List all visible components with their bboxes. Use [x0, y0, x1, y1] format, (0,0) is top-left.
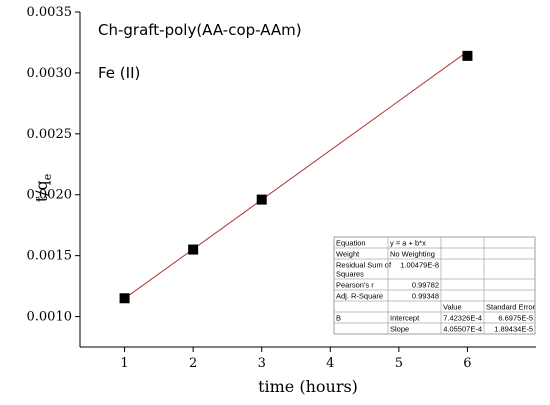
fit-table-text-part-2-0-0: Residual Sum of — [336, 261, 392, 270]
data-point-1 — [188, 244, 199, 255]
y-tick-label-0: 0.0010 — [27, 310, 73, 325]
fit-table-text-1-1: No Weighting — [390, 250, 435, 259]
fit-table-text-part-3-0-0: Pearson's r — [336, 281, 374, 290]
y-axis-title: t/qe — [32, 174, 54, 203]
fit-results-table: Equation y = a + b*x Weight No Weighting Res… — [333, 236, 536, 335]
fit-table-text-part-1-0-0: Weight — [336, 250, 360, 259]
y-tick-label-4: 0.0030 — [27, 66, 73, 81]
data-point-2 — [256, 194, 267, 205]
fit-table-cell-7-3 — [483, 322, 536, 335]
fit-table-text-part-2-1-0: 1.00479E-8 — [400, 261, 439, 270]
plot-axes — [79, 12, 536, 348]
fit-table-text-4-0: Adj. R-Square — [336, 292, 383, 301]
fit-table-text-6-2: 7.42326E-4 — [443, 314, 482, 323]
fit-table-text-6-1: Intercept — [390, 314, 420, 323]
x-tick-label-1: 2 — [189, 356, 197, 371]
fit-table-text-3-1: 0.99782 — [412, 281, 439, 290]
x-axis-title: time (hours) — [258, 377, 358, 396]
fit-line — [124, 51, 468, 299]
fit-table-text-part-7-2-0: 4.05507E-4 — [443, 325, 482, 334]
axis-ticks: 1 2 3 4 5 6 0.0010 0.0015 0.0020 0.0025 0.0030 0.00… — [27, 5, 472, 371]
fit-table-text-part-6-1-0: Intercept — [390, 314, 420, 323]
fit-table-text-part-6-3-0: 6.6975E-5 — [498, 314, 533, 323]
fit-table-text-part-6-2-0: 7.42326E-4 — [443, 314, 482, 323]
x-tick-label-4: 5 — [395, 356, 403, 371]
fit-table-text-2-0: Residual Sum of Squares — [336, 261, 392, 279]
y-tick-label-5: 0.0035 — [27, 5, 73, 20]
fit-table-text-6-0: B — [336, 314, 341, 323]
x-tick-label-0: 1 — [120, 356, 128, 371]
fit-table-text-5-2: Value — [443, 303, 462, 312]
fit-table-text-4-1: 0.99348 — [412, 292, 439, 301]
fit-table-text-part-2-0-1: Squares — [336, 270, 364, 279]
annotation-ion: Fe (II) — [98, 64, 140, 82]
y-tick-label-1: 0.0015 — [27, 249, 73, 264]
fit-table-text-5-3: Standard Error — [486, 303, 536, 312]
y-axis-title-main: t/q — [32, 180, 51, 202]
fit-table-text-7-3: 1.89434E-5 — [494, 325, 533, 334]
fit-table-text-part-0-1-0: y = a + b*x — [390, 239, 426, 248]
y-axis-title-group: t/qe — [32, 174, 54, 203]
fit-table-text-part-4-1-0: 0.99348 — [412, 292, 439, 301]
fit-table-text-part-6-0-0: B — [336, 314, 341, 323]
x-tick-label-2: 3 — [258, 356, 266, 371]
fit-table-text-part-7-1-0: Slope — [390, 325, 409, 334]
y-tick-label-3: 0.0025 — [27, 127, 73, 142]
fit-table-text-7-2: 4.05507E-4 — [443, 325, 482, 334]
fit-table-text-2-1: 1.00479E-8 — [400, 261, 439, 270]
fit-table-text-part-0-0-0: Equation — [336, 239, 366, 248]
fit-table-text-0-1: y = a + b*x — [390, 239, 426, 248]
x-tick-label-3: 4 — [326, 356, 334, 371]
data-points — [119, 50, 473, 304]
fit-table-frame — [333, 236, 536, 335]
fit-table-text-3-0: Pearson's r — [336, 281, 374, 290]
fit-table-text-1-0: Weight — [336, 250, 360, 259]
fit-line-group — [124, 51, 468, 299]
y-axis-title-subscript: e — [41, 174, 54, 181]
fit-table-text-0-0: Equation — [336, 239, 366, 248]
fit-table-text-part-5-2-0: Value — [443, 303, 462, 312]
fit-table-text-part-1-1-0: No Weighting — [390, 250, 435, 259]
annotation-title: Ch-graft-poly(AA-cop-AAm) — [98, 21, 302, 39]
data-point-3 — [462, 50, 473, 61]
fit-table-text-part-5-3-0: Standard Error — [486, 303, 536, 312]
fit-table-text-6-3: 6.6975E-5 — [498, 314, 533, 323]
data-point-0 — [119, 293, 130, 304]
fit-table-text-part-3-1-0: 0.99782 — [412, 281, 439, 290]
fit-table-text-7-1: Slope — [390, 325, 409, 334]
fit-table-text-part-7-3-0: 1.89434E-5 — [494, 325, 533, 334]
y-tick-label-2: 0.0020 — [27, 188, 73, 203]
fit-table-text-part-4-0-0: Adj. R-Square — [336, 292, 383, 301]
x-tick-label-5: 6 — [463, 356, 471, 371]
